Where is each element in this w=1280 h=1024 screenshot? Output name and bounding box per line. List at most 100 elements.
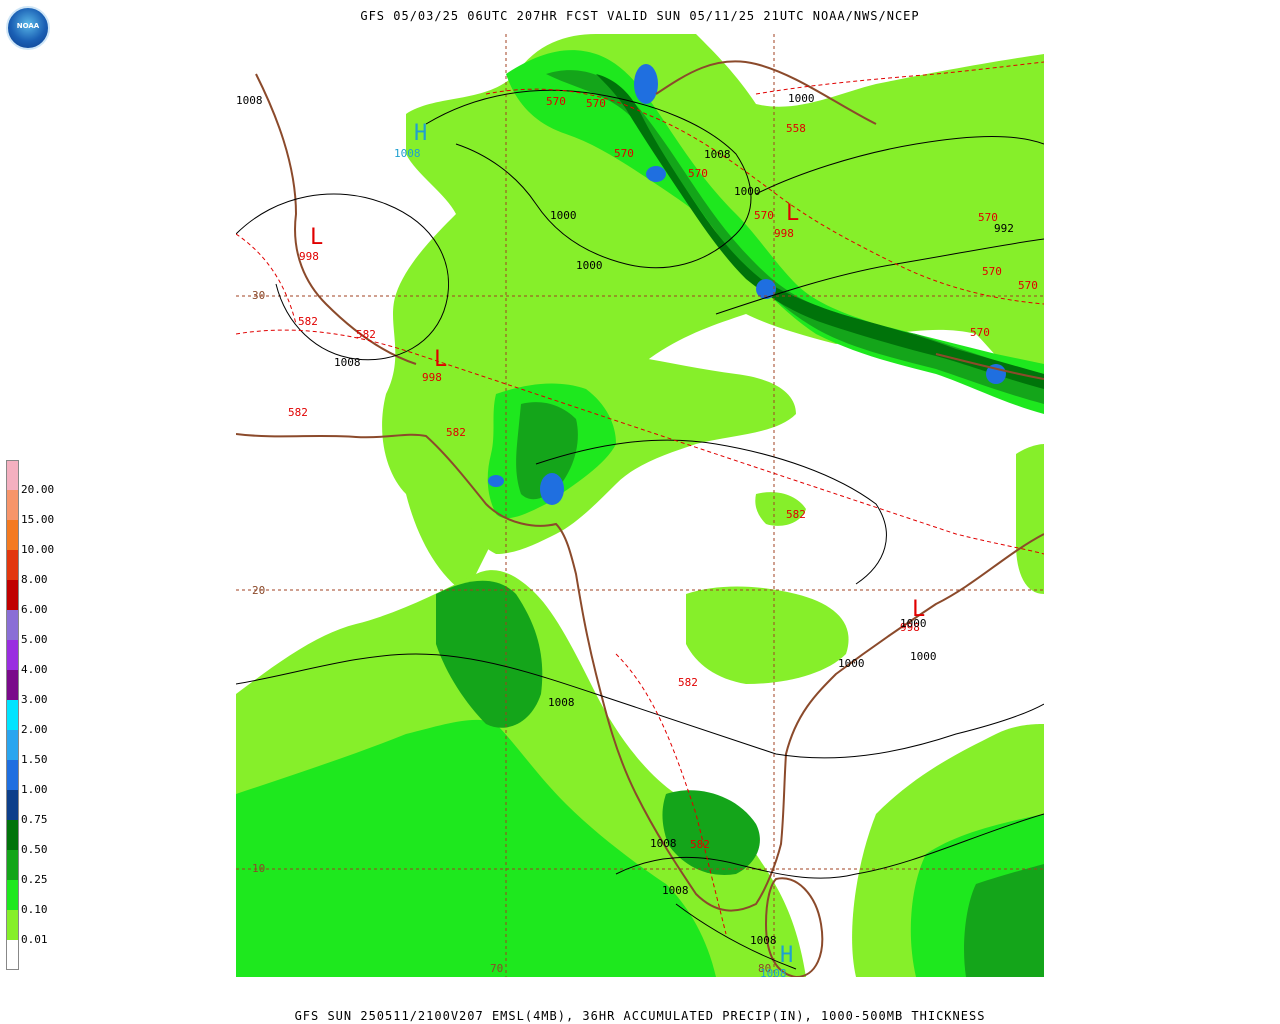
legend-row: 15.00: [6, 490, 66, 526]
legend-label: 1.00: [21, 783, 48, 796]
precip-core-north-2: [646, 166, 666, 182]
legend-label: 2.00: [21, 723, 48, 736]
legend-label: 6.00: [21, 603, 48, 616]
isobar-label-3: 1000: [576, 259, 603, 272]
lon-label-70: 70: [490, 962, 503, 975]
coastline-arabian-sea: [236, 433, 1044, 912]
thickness-label-6: 570: [754, 209, 774, 222]
low-marker-2: L: [434, 347, 447, 372]
isobar-1: [236, 193, 449, 361]
legend-label: 20.00: [21, 483, 55, 496]
legend-label: 4.00: [21, 663, 48, 676]
legend-label: 8.00: [21, 573, 48, 586]
legend-swatch: [6, 760, 19, 790]
isobar-label-15: 1008: [750, 934, 777, 947]
legend-row: 8.00: [6, 550, 66, 586]
legend-label: 0.10: [21, 903, 48, 916]
precip-area-bihar: [755, 492, 806, 526]
thickness-570: [485, 88, 1044, 305]
coastline-sri-lanka: [764, 877, 824, 977]
legend-swatch: [6, 730, 19, 760]
thickness-label-14: 582: [446, 426, 466, 439]
chart-caption: GFS SUN 250511/2100V207 EMSL(4MB), 36HR …: [294, 1009, 986, 1023]
border-northeast: [935, 353, 1044, 380]
legend-swatch: [6, 490, 19, 520]
coastlines: [236, 60, 1044, 977]
low-marker-1: L: [310, 225, 323, 250]
thickness-label-11: 582: [298, 315, 318, 328]
precip-core-north-3: [756, 279, 776, 299]
high-marker-1: H: [414, 121, 427, 146]
precip-core-central-2: [488, 475, 504, 487]
isobar-5: [755, 136, 1044, 195]
thickness-labels: 570 570 570 570 558 570 570 570 570 570 …: [288, 95, 1038, 851]
legend-row: 0.75: [6, 790, 66, 826]
isobar-3: [236, 653, 1044, 759]
legend-row: 10.00: [6, 520, 66, 556]
legend-swatch: [6, 790, 19, 820]
thickness-582: [236, 329, 1044, 555]
thickness-label-10: 570: [1018, 279, 1038, 292]
low-value-4: 998: [900, 621, 920, 634]
legend-label: 10.00: [21, 543, 55, 556]
thickness-label-17: 582: [690, 838, 710, 851]
legend-row: 1.00: [6, 760, 66, 796]
low-value-2: 998: [422, 371, 442, 384]
legend-swatch: [6, 670, 19, 700]
precip-core-north-1: [634, 64, 658, 104]
isobar-label-8: 1008: [334, 356, 361, 369]
thickness-label-4: 570: [688, 167, 708, 180]
legend-row: 0.01: [6, 910, 66, 946]
precip-area-bay-east-mid: [964, 864, 1044, 977]
pressure-centers: H 1008 L 998 L 998 L 998 L 998 H 1008: [299, 121, 925, 977]
thickness-label-15: 582: [786, 508, 806, 521]
legend-swatch: [6, 820, 19, 850]
precip-legend: 20.00 15.00 10.00 8.00 6.00 5.00 4.00 3.…: [6, 460, 66, 970]
thickness-570-north: [755, 61, 1044, 95]
low-marker-3: L: [786, 201, 799, 226]
legend-row: 4.00: [6, 640, 66, 676]
precip-area-east-coast: [1016, 444, 1044, 594]
isobar-label-4: 1008: [704, 148, 731, 161]
precip-area-west-coast: [436, 580, 543, 728]
isobar-7: [615, 813, 1044, 879]
legend-row: 0.25: [6, 850, 66, 886]
thickness-label-16: 582: [678, 676, 698, 689]
isobar-label-14: 1008: [662, 884, 689, 897]
precip-area-central-midgreen: [516, 402, 578, 500]
isobar-8: [675, 903, 797, 970]
precip-field: [236, 34, 1044, 977]
legend-swatch: [6, 520, 19, 550]
lon-label-80: 80: [758, 962, 771, 975]
forecast-map: 30 20 10 70 80 H 1008 L 998 L 998 L 998 …: [236, 34, 1044, 977]
high-value-2: 1008: [760, 967, 787, 977]
low-value-1: 998: [299, 250, 319, 263]
isobar-4: [535, 439, 887, 585]
thickness-label-7: 570: [978, 211, 998, 224]
legend-label: 5.00: [21, 633, 48, 646]
legend-label: 3.00: [21, 693, 48, 706]
legend-swatch: [6, 910, 19, 940]
thickness-contours: [236, 61, 1044, 935]
legend-row: [6, 940, 66, 970]
legend-swatch: [6, 550, 19, 580]
precip-area-north-green: [506, 50, 1044, 414]
legend-row: 5.00: [6, 610, 66, 646]
chart-title: GFS 05/03/25 06UTC 207HR FCST VALID SUN …: [360, 9, 920, 23]
isobar-label-11: 1000: [910, 650, 937, 663]
thickness-582-south: [615, 653, 727, 935]
thickness-label-1: 570: [546, 95, 566, 108]
high-marker-2: H: [780, 943, 793, 968]
border-kashmir: [655, 60, 877, 125]
high-value-1: 1008: [394, 147, 421, 160]
thickness-label-13: 582: [288, 406, 308, 419]
legend-swatch: [6, 610, 19, 640]
legend-swatch: [6, 850, 19, 880]
precip-core-central: [540, 473, 564, 505]
isobar-label-13: 1008: [650, 837, 677, 850]
legend-swatch: [6, 940, 19, 970]
isobar-label-6: 1000: [788, 92, 815, 105]
noaa-logo-text: NOAA: [16, 22, 40, 30]
isobar-2: [425, 89, 752, 269]
legend-label: 15.00: [21, 513, 55, 526]
